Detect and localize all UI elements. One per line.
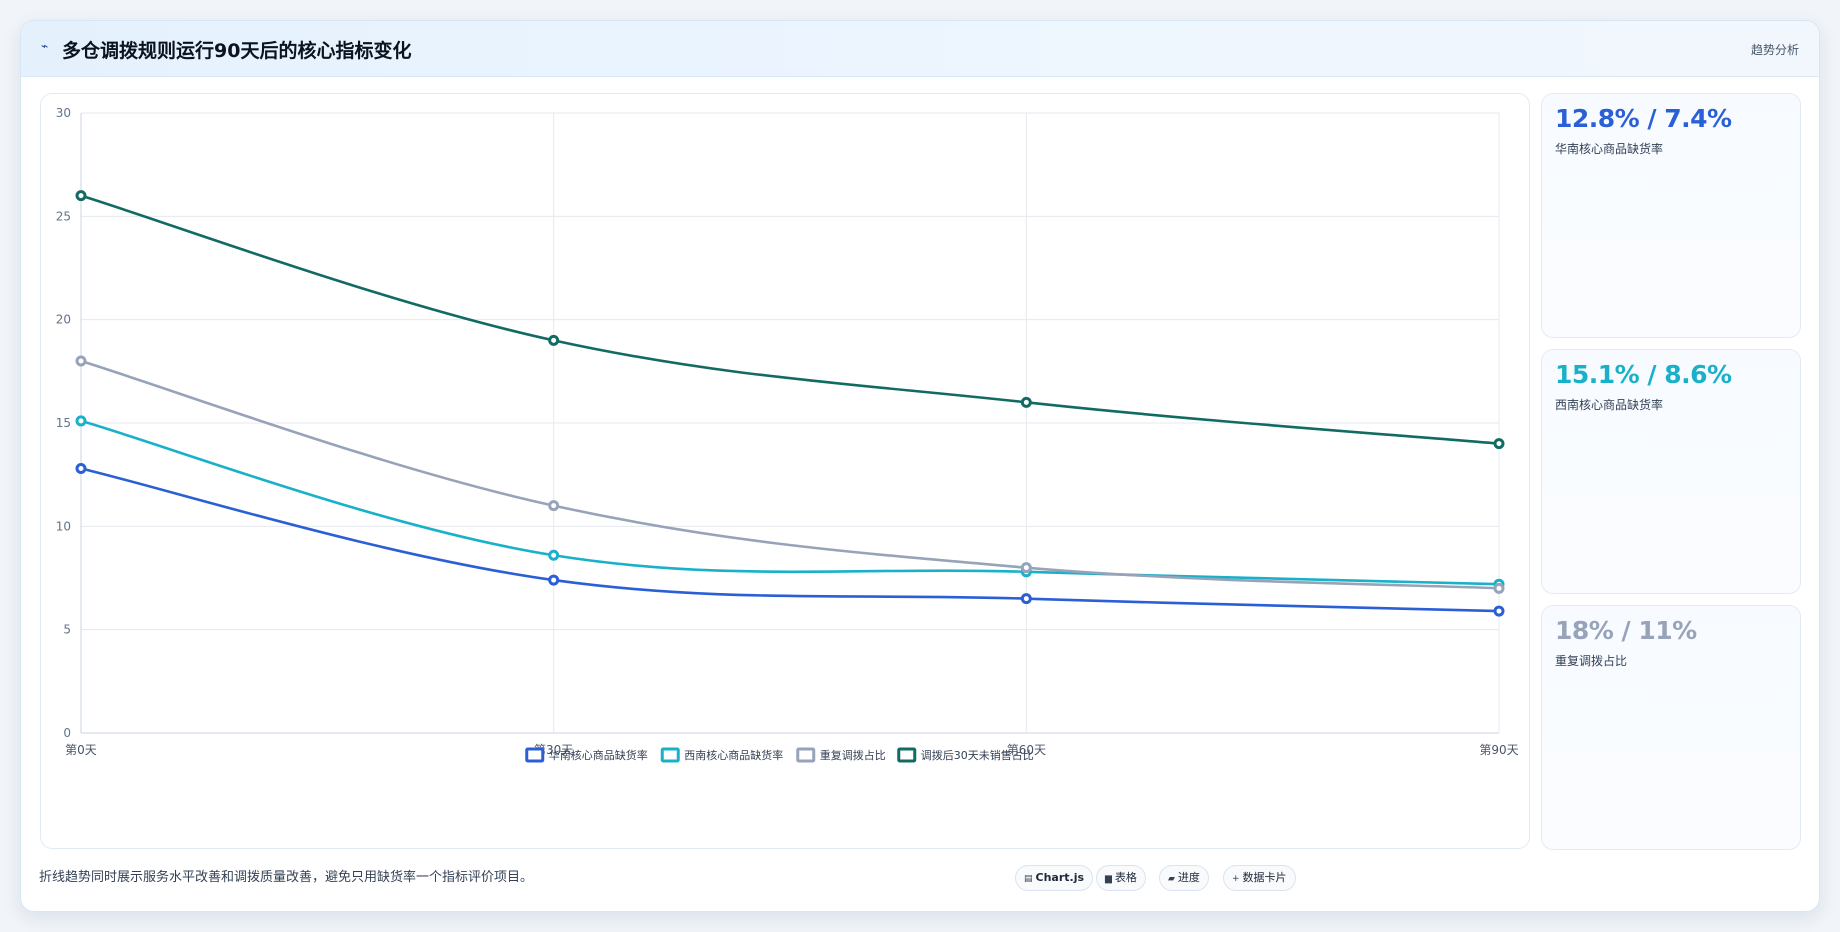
- data-point: [1020, 396, 1032, 408]
- telescope-icon: ⌁: [41, 39, 49, 53]
- dashboard-panel: ⌁ 多仓调拨规则运行90天后的核心指标变化 趋势分析 0 5 10 15 20 25 30 第…: [20, 20, 1820, 912]
- series-line: [80, 194, 1500, 445]
- kpi-label: 华南核心商品缺货率: [1555, 142, 1664, 156]
- chart-icon: ▤: [1024, 874, 1033, 884]
- data-point: [75, 415, 87, 427]
- y-tick-label: 0: [63, 726, 71, 740]
- kpi-value: 18% / 11%: [1555, 616, 1697, 645]
- kpi-label: 西南核心商品缺货率: [1555, 398, 1664, 412]
- pill-label: 进度: [1177, 871, 1200, 884]
- x-tick-label: 第60天: [1007, 743, 1046, 757]
- table-pill-button[interactable]: ▆ 表格: [1096, 865, 1146, 891]
- pill-label: Chart.js: [1035, 871, 1085, 884]
- y-tick-label: 15: [56, 416, 71, 430]
- x-tick-label: 第0天: [65, 743, 97, 757]
- table-icon: ▆: [1105, 874, 1112, 884]
- kpi-value: 12.8% / 7.4%: [1555, 104, 1732, 133]
- page-title: 多仓调拨规则运行90天后的核心指标变化: [62, 40, 412, 62]
- kpi-card-southwest: 15.1% / 8.6% 西南核心商品缺货率: [1541, 349, 1801, 594]
- kpi-value: 15.1% / 8.6%: [1555, 360, 1732, 389]
- data-point: [75, 190, 87, 202]
- panel-header: ⌁ 多仓调拨规则运行90天后的核心指标变化 趋势分析: [21, 21, 1819, 77]
- card-icon: +: [1232, 874, 1240, 884]
- pill-label: 数据卡片: [1242, 871, 1287, 884]
- y-tick-label: 20: [56, 313, 71, 327]
- y-tick-label: 30: [56, 106, 71, 120]
- chart-footnote: 折线趋势同时展示服务水平改善和调拨质量改善，避免只用缺货率一个指标评价项目。: [39, 870, 534, 885]
- kpi-card-repeat-transfer: 18% / 11% 重复调拨占比: [1541, 605, 1801, 850]
- chart-card: 0 5 10 15 20 25 30 第0天 第30天 第60天 第90天 华南核心商品缺货率 西南核心…: [40, 93, 1530, 849]
- data-point: [75, 462, 87, 474]
- legend-swatch: [897, 747, 917, 763]
- legend-label: 调拨后30天未销售占比: [921, 748, 1034, 762]
- series-line: [80, 419, 1500, 586]
- data-point: [1493, 582, 1505, 594]
- data-point: [548, 334, 560, 346]
- data-point: [75, 355, 87, 367]
- chartjs-pill-button[interactable]: ▤ Chart.js: [1015, 865, 1094, 891]
- y-tick-label: 25: [56, 209, 71, 223]
- data-point: [548, 500, 560, 512]
- series-line: [80, 467, 1500, 613]
- legend-swatch: [660, 747, 680, 763]
- data-point: [548, 574, 560, 586]
- data-point: [548, 549, 560, 561]
- data-card-pill-button[interactable]: + 数据卡片: [1223, 865, 1296, 891]
- data-point: [1020, 593, 1032, 605]
- data-point: [1493, 438, 1505, 450]
- data-point: [1493, 605, 1505, 617]
- series-line: [80, 359, 1500, 590]
- kpi-card-south-china: 12.8% / 7.4% 华南核心商品缺货率: [1541, 93, 1801, 338]
- y-tick-label: 5: [63, 623, 71, 637]
- legend-swatch: [525, 747, 545, 763]
- legend-label: 华南核心商品缺货率: [549, 748, 648, 762]
- progress-icon: ▰: [1168, 874, 1175, 884]
- legend-label: 西南核心商品缺货率: [684, 748, 783, 762]
- pill-label: 表格: [1114, 871, 1137, 884]
- trend-analysis-tag: 趋势分析: [1750, 43, 1799, 57]
- data-point: [1020, 562, 1032, 574]
- legend-label: 重复调拨占比: [820, 748, 886, 762]
- x-tick-label: 第90天: [1479, 743, 1518, 757]
- y-tick-label: 10: [56, 519, 71, 533]
- progress-pill-button[interactable]: ▰ 进度: [1159, 865, 1209, 891]
- legend-swatch: [796, 747, 816, 763]
- kpi-label: 重复调拨占比: [1555, 654, 1628, 668]
